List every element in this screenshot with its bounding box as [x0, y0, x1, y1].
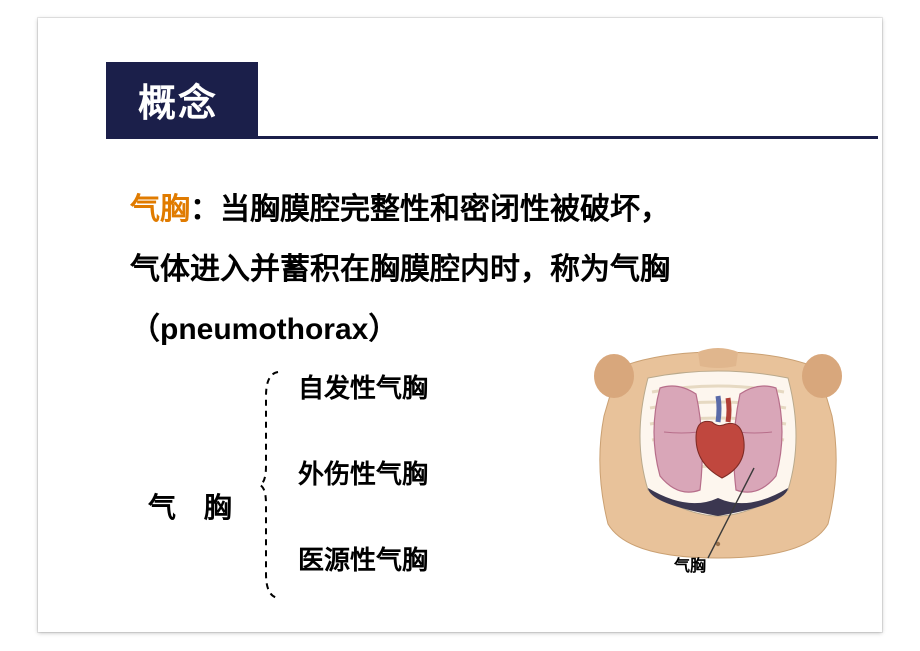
slide-title: 概念	[138, 72, 218, 127]
definition-line3: （pneumothorax）	[130, 313, 398, 346]
classification-block: 气 胸 自发性气胸 外伤性气胸 医源性气胸	[148, 398, 888, 628]
anatomy-figure: 气胸	[578, 348, 858, 588]
anatomy-svg	[578, 348, 858, 588]
definition-line1: 当胸膜腔完整性和密闭性被破坏，	[220, 193, 670, 226]
branch-item: 自发性气胸	[298, 368, 428, 454]
slide-title-bar: 概念	[106, 62, 258, 136]
title-underline	[106, 136, 878, 139]
classification-root-label: 气 胸	[148, 486, 242, 526]
brace-icon	[260, 370, 290, 600]
definition-line2: 气体进入并蓄积在胸膜腔内时，称为气胸	[130, 253, 670, 286]
definition-colon: ：	[190, 193, 220, 226]
branch-item: 外伤性气胸	[298, 454, 428, 540]
branch-item: 医源性气胸	[298, 540, 428, 626]
definition-paragraph: 气胸：当胸膜腔完整性和密闭性被破坏， 气体进入并蓄积在胸膜腔内时，称为气胸 （p…	[130, 180, 890, 360]
definition-term: 气胸	[130, 193, 190, 226]
anatomy-callout-label: 气胸	[674, 552, 706, 576]
slide-frame: 概念 气胸：当胸膜腔完整性和密闭性被破坏， 气体进入并蓄积在胸膜腔内时，称为气胸…	[38, 18, 882, 632]
page: 概念 气胸：当胸膜腔完整性和密闭性被破坏， 气体进入并蓄积在胸膜腔内时，称为气胸…	[0, 0, 920, 651]
classification-branches: 自发性气胸 外伤性气胸 医源性气胸	[298, 368, 428, 626]
